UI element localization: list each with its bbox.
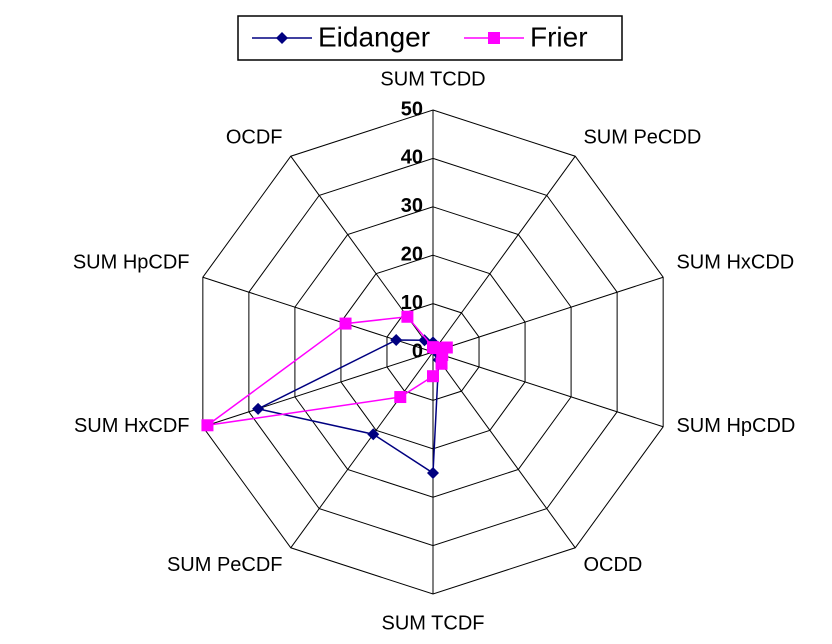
- category-label: SUM TCDD: [380, 68, 485, 90]
- axis-spoke: [290, 351, 434, 549]
- marker: [401, 310, 414, 323]
- axis-spoke: [432, 351, 576, 549]
- category-label: SUM PeCDD: [583, 127, 701, 149]
- axis-spoke: [202, 351, 434, 428]
- category-label: SUM TCDF: [382, 612, 485, 634]
- legend-label: Frier: [530, 21, 588, 52]
- legend-label: Eidanger: [318, 21, 430, 52]
- r-tick-label: 10: [401, 292, 423, 314]
- category-label: SUM HpCDF: [73, 252, 190, 274]
- category-label: SUM PeCDF: [167, 554, 283, 576]
- marker: [390, 334, 403, 347]
- category-label: OCDF: [226, 127, 283, 149]
- series-line: [207, 315, 449, 427]
- r-tick-label: 0: [412, 340, 423, 362]
- r-tick-label: 50: [401, 98, 423, 120]
- axis-spoke: [432, 351, 664, 428]
- marker: [252, 402, 265, 415]
- marker: [427, 467, 439, 479]
- r-tick-label: 20: [401, 243, 423, 265]
- r-tick-label: 30: [401, 195, 423, 217]
- category-label: SUM HxCDF: [74, 415, 190, 437]
- r-tick-label: 40: [401, 147, 423, 169]
- marker: [394, 391, 407, 404]
- legend-marker: [276, 32, 288, 44]
- marker: [435, 357, 448, 370]
- marker: [201, 419, 214, 432]
- legend-marker: [488, 32, 500, 44]
- marker: [367, 428, 380, 441]
- axis-spoke: [432, 155, 576, 353]
- category-label: OCDD: [583, 554, 642, 576]
- marker: [427, 370, 439, 383]
- category-label: SUM HpCDD: [676, 415, 795, 437]
- axis-spoke: [432, 276, 664, 353]
- marker: [339, 317, 352, 330]
- category-label: SUM HxCDD: [676, 252, 794, 274]
